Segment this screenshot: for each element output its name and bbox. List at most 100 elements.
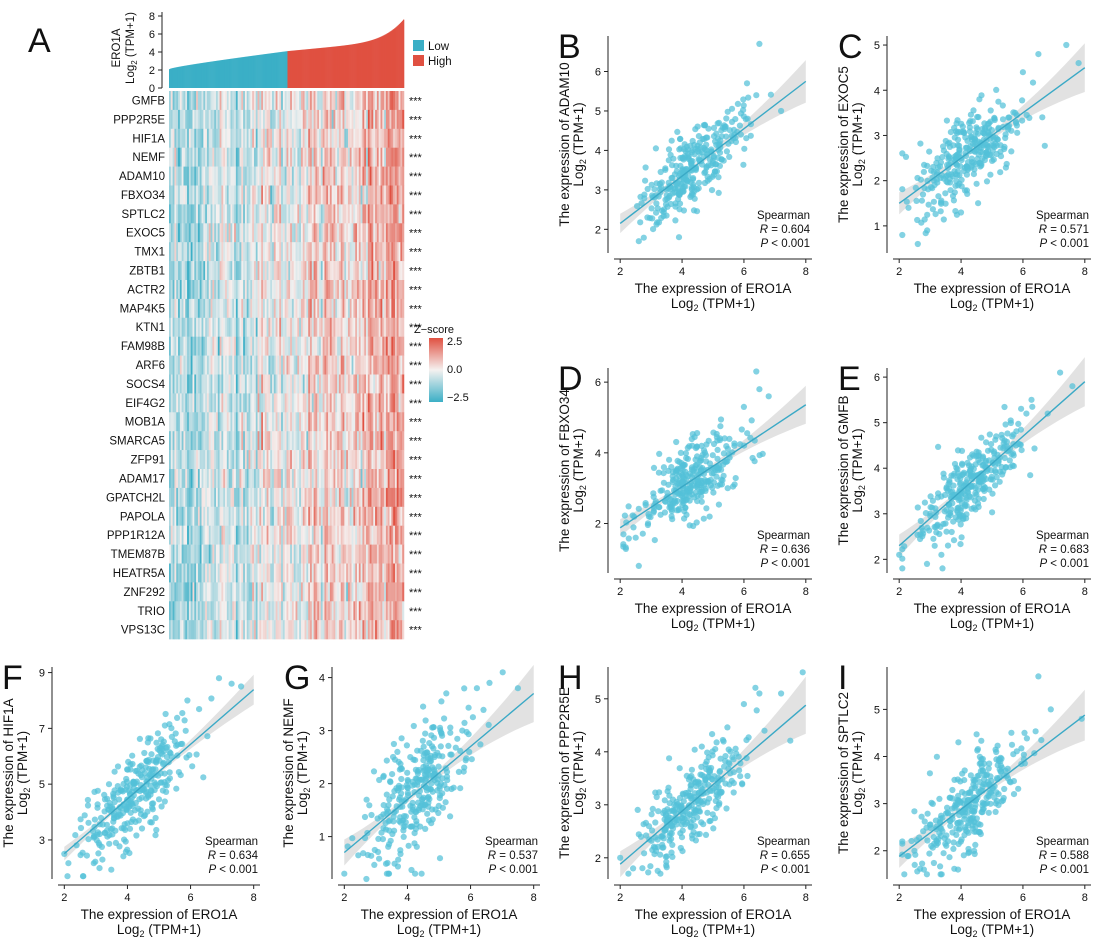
heatmap-cell xyxy=(241,374,244,394)
heatmap-cell xyxy=(243,91,246,111)
heatmap-cell xyxy=(375,450,378,470)
heatmap-cell xyxy=(396,544,399,564)
expression-bar xyxy=(383,35,385,88)
heatmap-cell xyxy=(344,582,347,602)
heatmap-cell xyxy=(232,128,235,148)
heatmap-cell xyxy=(252,261,255,281)
heatmap-cell xyxy=(335,166,338,186)
heatmap-cell xyxy=(266,620,269,640)
expression-bar xyxy=(269,53,272,88)
y-tick-label: 4 xyxy=(595,145,601,157)
heatmap-cell xyxy=(300,563,304,583)
heatmap-cell xyxy=(239,601,242,621)
heatmap-cell xyxy=(297,393,300,413)
expression-bar xyxy=(267,53,270,88)
heatmap-cell xyxy=(337,261,340,281)
heatmap-cell xyxy=(248,469,251,489)
heatmap-cell xyxy=(319,261,322,281)
heatmap-cell xyxy=(367,166,370,186)
expression-bar xyxy=(246,56,248,88)
heatmap-cell xyxy=(268,336,271,356)
heatmap-cell xyxy=(263,601,266,621)
heatmap-cell xyxy=(237,185,240,205)
heatmap-cell xyxy=(196,91,199,111)
data-point xyxy=(734,100,742,107)
heatmap-cell xyxy=(205,450,208,470)
heatmap-cell xyxy=(358,450,361,470)
heatmap-cell xyxy=(228,431,231,451)
heatmap-cell xyxy=(382,544,385,564)
data-point xyxy=(676,206,683,213)
expression-bar xyxy=(206,62,208,88)
heatmap-cell xyxy=(239,204,242,224)
heatmap-cell xyxy=(187,280,190,300)
heatmap-cell xyxy=(217,450,220,470)
heatmap-cell xyxy=(232,469,235,489)
heatmap-cell xyxy=(308,620,311,640)
heatmap-cell xyxy=(241,280,244,300)
heatmap-cell xyxy=(308,544,311,564)
zscore-colorbar xyxy=(429,338,443,402)
heatmap-cell xyxy=(199,544,202,564)
heatmap-cell xyxy=(268,582,271,602)
heatmap-cell xyxy=(324,280,327,300)
heatmap-cell xyxy=(170,431,173,451)
significance-marker: *** xyxy=(409,360,423,372)
heatmap-cell xyxy=(201,147,204,167)
heatmap-cell xyxy=(169,393,172,413)
heatmap-cell xyxy=(199,261,202,281)
heatmap-cell xyxy=(279,601,282,621)
heatmap-cell xyxy=(358,317,361,337)
heatmap-cell xyxy=(308,261,311,281)
heatmap-cell xyxy=(187,336,190,356)
heatmap-cell xyxy=(252,393,255,413)
heatmap-cell xyxy=(201,525,204,545)
heatmap-cell xyxy=(317,412,320,432)
heatmap-cell xyxy=(206,317,210,337)
heatmap-cell xyxy=(400,242,403,262)
heatmap-cell xyxy=(300,469,304,489)
heatmap-cell xyxy=(244,563,247,583)
heatmap-cell xyxy=(275,601,278,621)
heatmap-cell xyxy=(384,128,387,148)
heatmap-cell xyxy=(226,147,229,167)
heatmap-cell xyxy=(255,128,258,148)
heatmap-cell xyxy=(324,204,327,224)
heatmap-cell xyxy=(387,109,390,130)
heatmap-cell xyxy=(373,223,376,243)
expression-bar xyxy=(187,65,189,88)
heatmap-cell xyxy=(185,298,188,319)
heatmap-cell xyxy=(263,336,266,356)
data-point xyxy=(674,128,681,135)
heatmap-cell xyxy=(241,204,244,224)
heatmap-cell xyxy=(342,317,345,337)
heatmap-cell xyxy=(375,601,378,621)
heatmap-cell xyxy=(214,544,217,564)
heatmap-cell xyxy=(214,336,217,356)
heatmap-cell xyxy=(373,109,376,130)
heatmap-cell xyxy=(335,431,338,451)
data-point xyxy=(740,161,747,168)
heatmap-cell xyxy=(228,298,231,319)
heatmap-cell xyxy=(378,582,381,602)
data-point xyxy=(899,186,906,193)
heatmap-cell xyxy=(373,620,376,640)
gene-label: TRIO xyxy=(138,606,166,618)
heatmap-cell xyxy=(286,487,289,508)
heatmap-cell xyxy=(194,185,197,205)
heatmap-cell xyxy=(259,525,262,545)
heatmap-cell xyxy=(210,261,213,281)
heatmap-cell xyxy=(273,298,276,319)
heatmap-cell xyxy=(219,317,222,337)
heatmap-cell xyxy=(225,298,228,319)
heatmap-cell xyxy=(300,393,304,413)
heatmap-cell xyxy=(291,204,294,224)
heatmap-cell xyxy=(357,166,360,186)
heatmap-cell xyxy=(335,450,338,470)
heatmap-cell xyxy=(197,261,200,281)
heatmap-cell xyxy=(244,620,247,640)
heatmap-cell xyxy=(174,469,177,489)
heatmap-cell xyxy=(244,166,247,186)
heatmap-cell xyxy=(243,563,246,583)
heatmap-cell xyxy=(268,393,271,413)
